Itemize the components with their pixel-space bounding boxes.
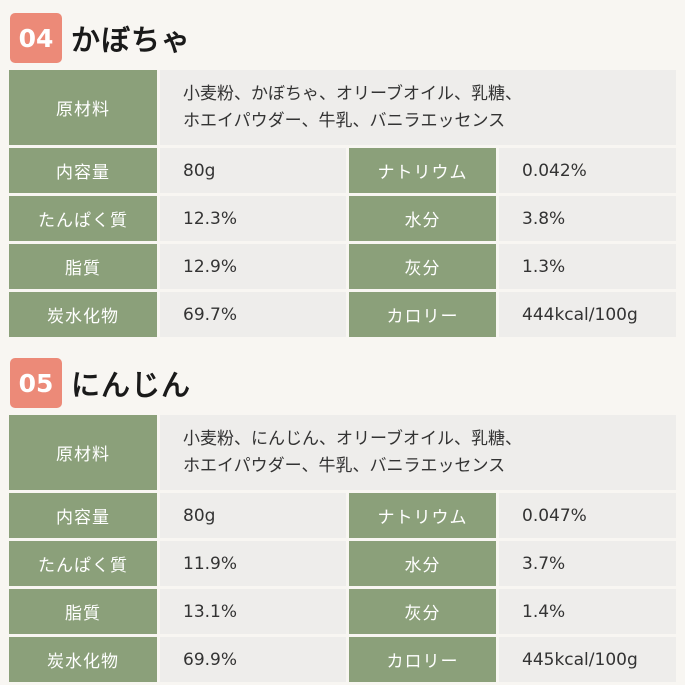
product-section: 05 にんじん 原材料 小麦粉、にんじん、オリーブオイル、乳糖、 ホエイパウダー… [9,357,676,682]
row-label: 水分 [349,196,496,241]
product-title: かぼちゃ [71,23,192,57]
ingredients-line: ホエイパウダー、牛乳、バニラエッセンス [183,110,506,131]
row-value: 0.042% [499,148,676,193]
row-label: 脂質 [9,589,157,634]
row-label: たんぱく質 [9,541,157,586]
row-value: 12.9% [160,244,346,289]
nutrition-table: 原材料 小麦粉、かぼちゃ、オリーブオイル、乳糖、 ホエイパウダー、牛乳、バニラエ… [9,70,676,337]
row-value: 69.9% [160,637,346,682]
row-label: 内容量 [9,493,157,538]
nutrition-table: 原材料 小麦粉、にんじん、オリーブオイル、乳糖、 ホエイパウダー、牛乳、バニラエ… [9,415,676,682]
row-value: 11.9% [160,541,346,586]
row-value: 3.7% [499,541,676,586]
product-title: にんじん [71,368,192,402]
row-label: 炭水化物 [9,292,157,337]
row-value: 445kcal/100g [499,637,676,682]
row-label: 灰分 [349,244,496,289]
row-label: ナトリウム [349,493,496,538]
number-badge: 05 [10,358,62,408]
section-header: 04 かぼちゃ [9,12,676,64]
row-label: 内容量 [9,148,157,193]
row-label: ナトリウム [349,148,496,193]
row-value: 12.3% [160,196,346,241]
row-value: 3.8% [499,196,676,241]
row-value: 1.3% [499,244,676,289]
section-header: 05 にんじん [9,357,676,409]
number-badge: 04 [10,13,62,63]
ingredients-label: 原材料 [9,70,157,145]
row-value: 0.047% [499,493,676,538]
ingredients-value: 小麦粉、かぼちゃ、オリーブオイル、乳糖、 ホエイパウダー、牛乳、バニラエッセンス [160,70,676,145]
row-value: 13.1% [160,589,346,634]
row-label: 灰分 [349,589,496,634]
row-value: 69.7% [160,292,346,337]
row-value: 1.4% [499,589,676,634]
ingredients-line: 小麦粉、かぼちゃ、オリーブオイル、乳糖、 [183,83,522,104]
row-label: 水分 [349,541,496,586]
ingredients-line: ホエイパウダー、牛乳、バニラエッセンス [183,455,506,476]
row-label: 脂質 [9,244,157,289]
row-value: 444kcal/100g [499,292,676,337]
row-value: 80g [160,493,346,538]
ingredients-line: 小麦粉、にんじん、オリーブオイル、乳糖、 [183,428,522,449]
row-label: 炭水化物 [9,637,157,682]
ingredients-value: 小麦粉、にんじん、オリーブオイル、乳糖、 ホエイパウダー、牛乳、バニラエッセンス [160,415,676,490]
row-label: カロリー [349,637,496,682]
row-value: 80g [160,148,346,193]
row-label: カロリー [349,292,496,337]
product-section: 04 かぼちゃ 原材料 小麦粉、かぼちゃ、オリーブオイル、乳糖、 ホエイパウダー… [9,12,676,337]
ingredients-label: 原材料 [9,415,157,490]
row-label: たんぱく質 [9,196,157,241]
